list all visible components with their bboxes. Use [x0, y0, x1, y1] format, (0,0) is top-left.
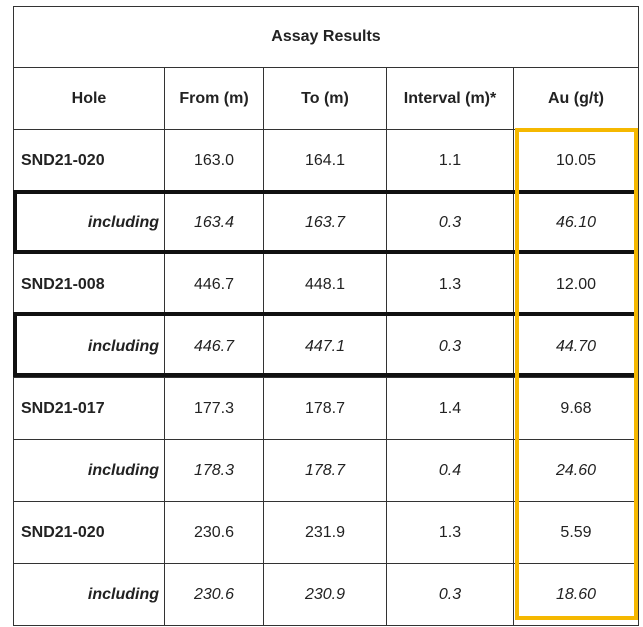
cell-to: 231.9	[263, 501, 387, 564]
cell-au: 44.70	[513, 315, 639, 378]
cell-interval: 1.3	[386, 501, 514, 564]
cell-hole: including	[13, 191, 165, 254]
cell-au: 10.05	[513, 129, 639, 192]
table-row: including 163.4 163.7 0.3 46.10	[13, 191, 639, 254]
cell-interval: 1.3	[386, 253, 514, 316]
assay-results-table-container: Assay Results Hole From (m) To (m) Inter…	[13, 6, 639, 626]
header-au: Au (g/t)	[513, 67, 639, 130]
cell-interval: 0.3	[386, 563, 514, 626]
cell-hole: including	[13, 563, 165, 626]
cell-au: 46.10	[513, 191, 639, 254]
header-from: From (m)	[164, 67, 264, 130]
cell-interval: 1.4	[386, 377, 514, 440]
cell-au: 12.00	[513, 253, 639, 316]
cell-from: 446.7	[164, 315, 264, 378]
header-hole: Hole	[13, 67, 165, 130]
cell-hole: including	[13, 439, 165, 502]
cell-interval: 1.1	[386, 129, 514, 192]
table-row: including 446.7 447.1 0.3 44.70	[13, 315, 639, 378]
cell-hole: SND21-020	[13, 501, 165, 564]
cell-from: 230.6	[164, 501, 264, 564]
table-row: including 230.6 230.9 0.3 18.60	[13, 563, 639, 626]
cell-to: 178.7	[263, 439, 387, 502]
cell-from: 230.6	[164, 563, 264, 626]
cell-hole: SND21-020	[13, 129, 165, 192]
cell-to: 163.7	[263, 191, 387, 254]
cell-from: 163.0	[164, 129, 264, 192]
header-to: To (m)	[263, 67, 387, 130]
table-row: including 178.3 178.7 0.4 24.60	[13, 439, 639, 502]
cell-au: 5.59	[513, 501, 639, 564]
cell-to: 447.1	[263, 315, 387, 378]
cell-from: 178.3	[164, 439, 264, 502]
cell-from: 446.7	[164, 253, 264, 316]
cell-au: 24.60	[513, 439, 639, 502]
table-row: SND21-020 163.0 164.1 1.1 10.05	[13, 129, 639, 192]
cell-to: 164.1	[263, 129, 387, 192]
cell-to: 448.1	[263, 253, 387, 316]
cell-interval: 0.4	[386, 439, 514, 502]
cell-interval: 0.3	[386, 191, 514, 254]
header-interval: Interval (m)*	[386, 67, 514, 130]
assay-results-table: Assay Results Hole From (m) To (m) Inter…	[13, 6, 639, 626]
table-title: Assay Results	[13, 6, 639, 68]
cell-hole: SND21-008	[13, 253, 165, 316]
cell-to: 230.9	[263, 563, 387, 626]
cell-au: 9.68	[513, 377, 639, 440]
cell-au: 18.60	[513, 563, 639, 626]
table-row: SND21-008 446.7 448.1 1.3 12.00	[13, 253, 639, 316]
table-row: SND21-020 230.6 231.9 1.3 5.59	[13, 501, 639, 564]
cell-to: 178.7	[263, 377, 387, 440]
cell-interval: 0.3	[386, 315, 514, 378]
cell-hole: SND21-017	[13, 377, 165, 440]
table-row: SND21-017 177.3 178.7 1.4 9.68	[13, 377, 639, 440]
cell-hole: including	[13, 315, 165, 378]
header-row: Hole From (m) To (m) Interval (m)* Au (g…	[13, 67, 639, 130]
cell-from: 177.3	[164, 377, 264, 440]
cell-from: 163.4	[164, 191, 264, 254]
